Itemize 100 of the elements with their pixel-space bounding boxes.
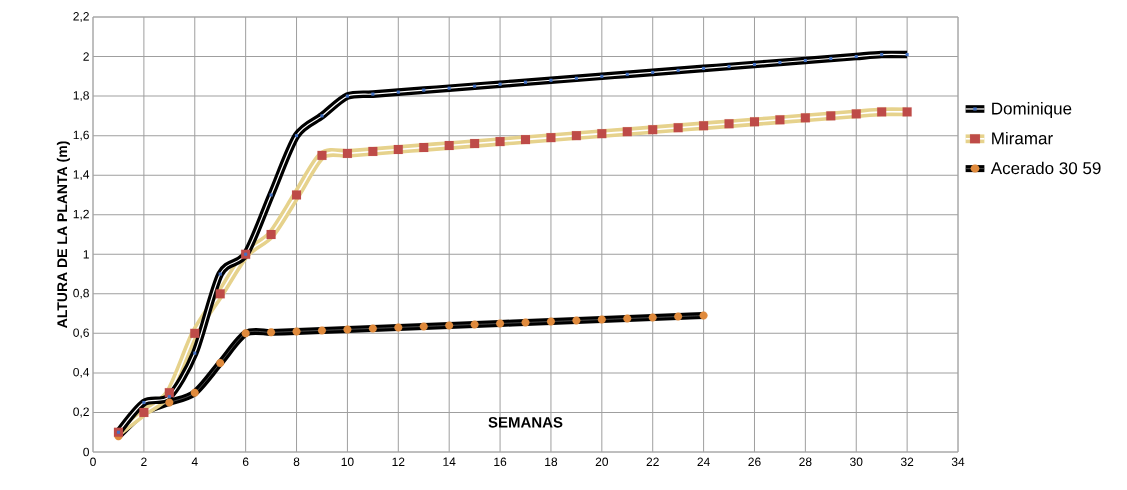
y-tick-label: 0,8 [73,288,89,299]
x-tick-label: 10 [341,457,354,467]
point [193,351,197,355]
point [292,327,301,336]
point [498,82,502,86]
x-tick-label: 26 [748,457,761,467]
x-tick-label: 32 [900,457,914,467]
point [445,321,454,330]
y-tick-label: 0,4 [73,367,90,378]
point [699,121,709,131]
point [749,117,760,127]
point [269,193,273,197]
x-tick-label: 2 [141,457,147,466]
point [241,329,250,338]
point [702,66,706,70]
y-tick-label: 1 [83,250,89,259]
point [877,107,887,117]
y-tick-label: 0,2 [73,407,89,418]
point [622,127,632,137]
point [800,113,810,123]
y-tick-label: 1,6 [73,130,89,141]
point [673,123,683,133]
legend-label: Dominique [992,102,1072,118]
point [623,314,632,323]
point [444,140,454,151]
y-tick-label: 1,8 [73,91,89,102]
point [190,388,199,397]
point [648,313,657,322]
point [342,148,352,158]
point [674,312,683,321]
point [902,107,912,117]
x-tick-label: 6 [242,457,249,467]
x-tick-label: 8 [293,457,300,467]
point [597,315,606,324]
point [572,316,581,325]
x-tick-label: 22 [646,457,659,466]
point [343,325,352,334]
point [216,358,225,368]
point [851,109,861,119]
x-tick-label: 14 [443,457,456,466]
point [266,229,276,240]
point [371,92,375,96]
point [218,272,222,276]
point [905,53,909,57]
point [829,56,833,61]
point [294,134,299,138]
point [368,146,378,157]
point [167,395,171,399]
x-tick-label: 18 [545,457,558,467]
point [803,58,807,63]
point [470,320,479,329]
point [320,114,324,118]
point [549,78,553,82]
point [625,72,629,76]
x-tick-label: 20 [595,457,609,467]
x-tick-label: 24 [697,457,710,466]
point [775,115,785,125]
point [394,323,403,332]
point [648,125,658,135]
point [317,150,327,160]
y-axis-title: ALTURA DE LA PLANTA (m) [56,141,70,328]
point [521,318,530,327]
point [473,84,477,88]
point [447,86,451,90]
point [470,138,480,149]
y-tick-label: 0,6 [73,328,89,339]
y-tick-label: 2 [83,52,89,61]
point [215,289,225,299]
x-tick-label: 28 [799,457,812,467]
point [520,135,531,145]
point [368,324,377,333]
point [571,131,581,141]
point [523,80,528,84]
point [752,62,757,67]
point [600,74,604,78]
point [495,137,505,147]
point [422,88,426,92]
x-tick-label: 30 [850,457,863,467]
y-tick-label: 2,2 [73,12,89,22]
point [854,54,858,59]
point [546,317,556,326]
point [496,319,505,328]
point [699,311,708,320]
point [676,68,680,72]
point [546,133,556,143]
point [267,328,276,337]
legend-label: Miramar [992,131,1053,145]
point [142,401,146,405]
point [396,90,400,94]
y-tick-label: 0 [83,447,89,457]
point [317,326,327,335]
point [826,111,836,121]
x-axis-title: SEMANAS [488,417,563,428]
point [419,322,428,331]
point [778,60,782,65]
x-tick-label: 4 [191,457,198,466]
x-tick-label: 12 [392,457,405,466]
point [393,144,403,155]
point [727,64,731,68]
point [345,94,349,98]
